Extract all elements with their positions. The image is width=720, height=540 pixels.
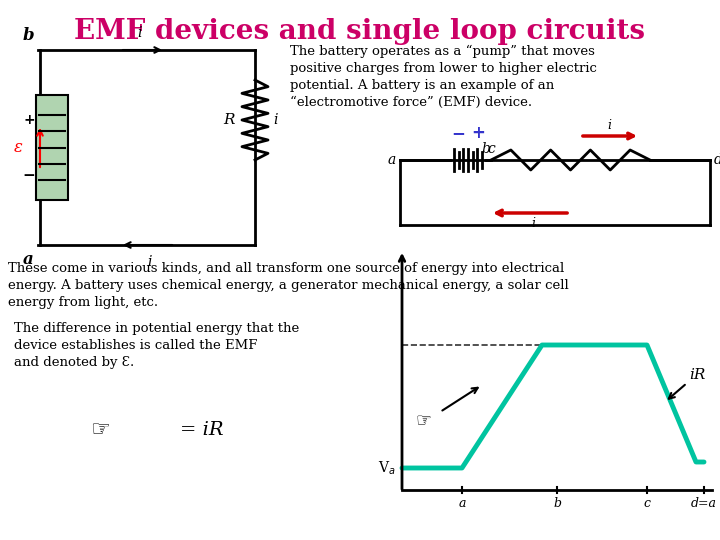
Text: b: b	[553, 497, 561, 510]
Text: a: a	[388, 153, 396, 167]
Text: +: +	[471, 124, 485, 142]
Text: ε: ε	[14, 139, 22, 156]
Text: i: i	[607, 119, 611, 132]
Text: The difference in potential energy that the
device establishes is called the EMF: The difference in potential energy that …	[14, 322, 300, 369]
Text: d=a: d=a	[691, 497, 717, 510]
Text: i: i	[148, 255, 152, 269]
Text: +: +	[23, 113, 35, 127]
Text: V$_a$: V$_a$	[379, 460, 396, 477]
Text: EMF devices and single loop circuits: EMF devices and single loop circuits	[74, 18, 646, 45]
Text: R: R	[223, 113, 235, 127]
Text: i: i	[138, 26, 143, 40]
Text: −: −	[451, 124, 465, 142]
Text: i: i	[273, 113, 277, 127]
Text: c: c	[487, 142, 495, 156]
Bar	[36, 95, 68, 200]
Text: ☞: ☞	[90, 420, 110, 440]
Text: iR: iR	[689, 368, 706, 382]
Text: b: b	[22, 27, 34, 44]
Text: The battery operates as a “pump” that moves
positive charges from lower to highe: The battery operates as a “pump” that mo…	[290, 45, 597, 109]
Text: These come in various kinds, and all transform one source of energy into electri: These come in various kinds, and all tra…	[8, 262, 569, 309]
Text: a: a	[23, 251, 34, 268]
Text: = iR: = iR	[180, 421, 223, 439]
Text: ☞: ☞	[416, 411, 432, 429]
Text: b: b	[482, 142, 490, 156]
Text: −: −	[22, 167, 35, 183]
Text: i: i	[531, 217, 535, 230]
Text: c: c	[644, 497, 650, 510]
Text: a: a	[458, 497, 466, 510]
Text: d: d	[714, 153, 720, 167]
